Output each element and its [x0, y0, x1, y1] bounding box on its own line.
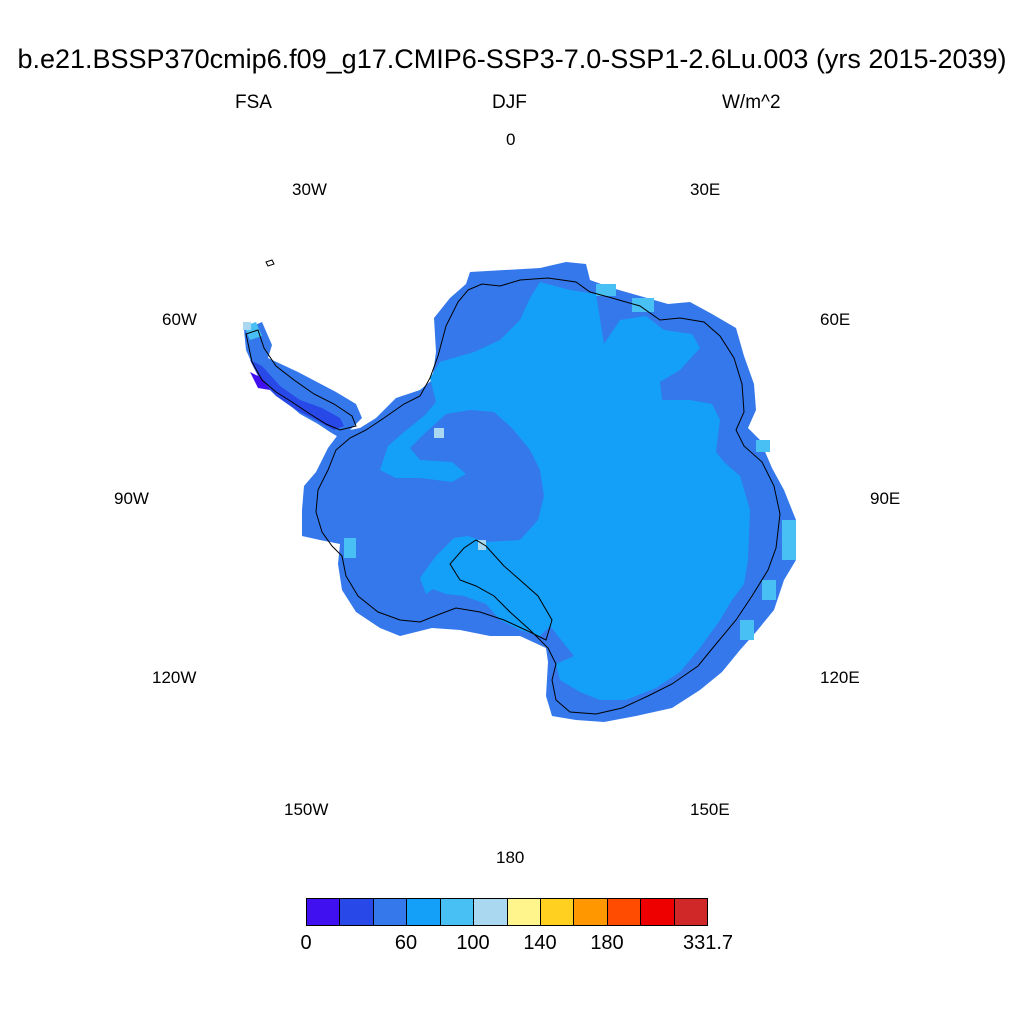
colorbar-tick-label: 140 [523, 932, 557, 954]
colorbar-tick-label: 331.7 [682, 932, 734, 954]
colorbar-tick-label: 100 [456, 932, 490, 954]
colorbar-swatch-1 [340, 899, 374, 925]
colorbar-swatch-0 [307, 899, 341, 925]
lon-label-90w: 90W [114, 489, 149, 508]
units-label: W/m^2 [722, 92, 781, 113]
plot-title: b.e21.BSSP370cmip6.f09_g17.CMIP6-SSP3-7.… [17, 44, 1007, 74]
colorbar-swatch-2 [373, 899, 408, 925]
peninsula-tip-pale [243, 322, 251, 330]
light-patch-3 [596, 284, 616, 296]
colorbar-tick-label: 180 [590, 932, 624, 954]
colorbar-swatch-8 [574, 899, 608, 925]
lon-label-30w: 30W [292, 180, 327, 199]
light-patch-5 [756, 440, 770, 452]
colorbar-tick-label: 60 [394, 932, 418, 954]
island-outline [265, 259, 275, 267]
light-patch-1 [434, 428, 444, 438]
colorbar-swatch-10 [641, 899, 675, 925]
lon-label-90e: 90E [870, 489, 901, 508]
colorbar-swatch-11 [674, 899, 708, 925]
lon-label-60w: 60W [162, 310, 197, 329]
peninsula-low-band [250, 360, 344, 430]
peninsula-lowest [250, 372, 270, 390]
ross-ice-shelf [430, 538, 552, 636]
light-patch-8 [740, 620, 754, 640]
colorbar-swatch-9 [607, 899, 642, 925]
interior-plateau [380, 282, 750, 700]
coastline [315, 277, 781, 715]
light-patch-2 [478, 540, 486, 550]
lon-label-120w: 120W [152, 668, 197, 687]
lon-label-180: 180 [496, 848, 525, 867]
peninsula-region [244, 322, 362, 438]
peninsula-coastline [245, 329, 357, 431]
colorbar-swatch-3 [407, 899, 441, 925]
colorbar-swatch-6 [507, 899, 541, 925]
colorbar [306, 898, 708, 926]
colorbar-swatch-5 [474, 899, 508, 925]
light-patch-9 [344, 538, 356, 558]
lon-label-60e: 60E [820, 310, 851, 329]
light-patch-4 [632, 298, 654, 312]
lon-label-150e: 150E [690, 800, 730, 819]
season-label: DJF [492, 92, 527, 113]
light-patch-6 [782, 520, 796, 560]
lon-label-150w: 150W [284, 800, 329, 819]
colorbar-swatch-4 [440, 899, 475, 925]
colorbar-swatch-7 [540, 899, 575, 925]
variable-label: FSA [235, 92, 272, 113]
lon-label-30e: 30E [690, 180, 721, 199]
colorbar-tick-label: 0 [300, 932, 312, 954]
light-patch-7 [762, 580, 776, 600]
lon-label-0: 0 [506, 130, 516, 149]
lon-label-120e: 120E [820, 668, 860, 687]
